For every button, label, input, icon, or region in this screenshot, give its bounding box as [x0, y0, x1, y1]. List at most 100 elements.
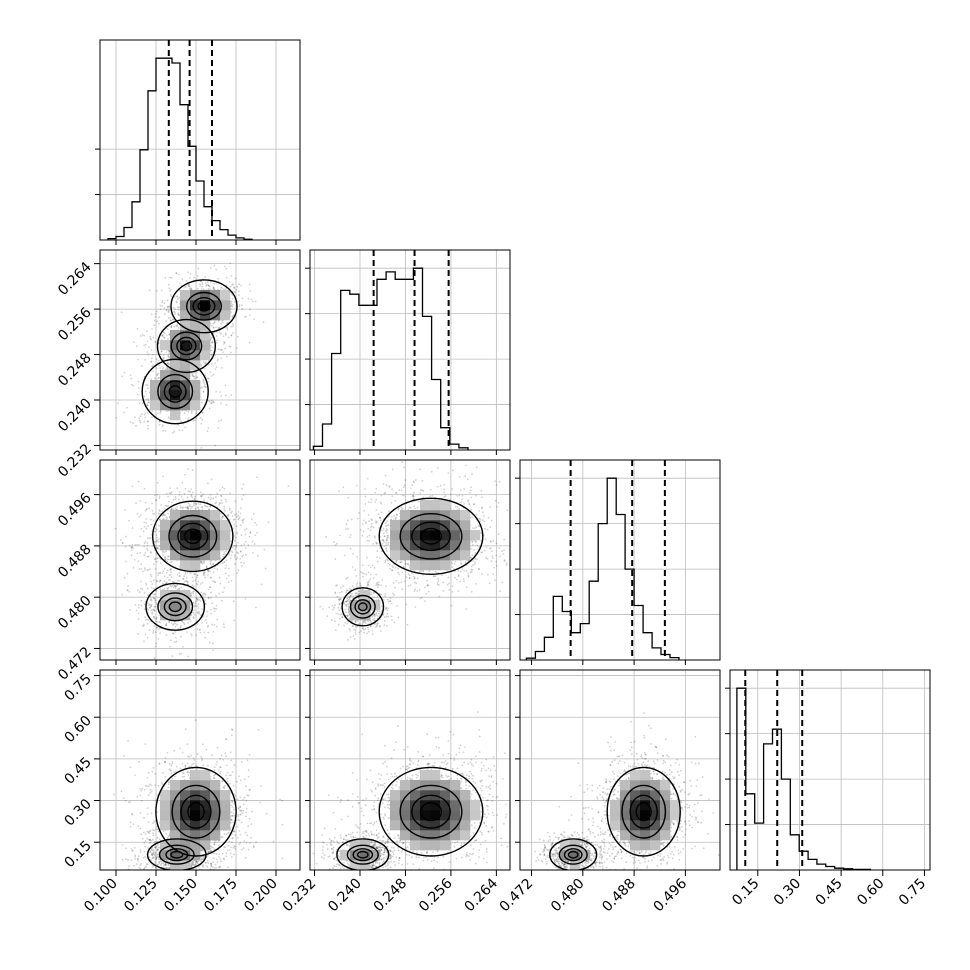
scatter-point [249, 308, 251, 311]
scatter-point [167, 362, 169, 364]
scatter-point [143, 567, 146, 570]
scatter-point [168, 492, 171, 495]
scatter-point [152, 520, 155, 522]
scatter-point [177, 326, 180, 329]
scatter-point [397, 571, 400, 574]
scatter-point [157, 547, 160, 550]
scatter-point [162, 475, 165, 478]
scatter-point [419, 468, 422, 471]
scatter-point [158, 580, 161, 583]
scatter-point [411, 495, 414, 498]
density-cell [180, 550, 191, 561]
scatter-point [206, 610, 209, 613]
scatter-point [157, 412, 159, 415]
scatter-point [147, 604, 150, 607]
scatter-point [400, 581, 403, 584]
scatter-point [193, 377, 196, 380]
scatter-point [444, 495, 447, 497]
scatter-point [517, 538, 519, 540]
scatter-point [168, 466, 170, 468]
scatter-point [173, 325, 176, 328]
scatter-point [386, 539, 388, 542]
scatter-point [144, 390, 147, 393]
scatter-point [223, 288, 225, 291]
scatter-point [488, 582, 491, 585]
scatter-point [382, 539, 385, 542]
scatter-point [160, 350, 163, 353]
scatter-point [159, 308, 162, 311]
scatter-point [136, 589, 139, 591]
scatter-point [170, 276, 173, 279]
density-cell [200, 510, 211, 521]
scatter-point [207, 631, 210, 634]
scatter-point [171, 584, 174, 587]
scatter-points [114, 468, 290, 660]
scatter-point [139, 535, 142, 538]
scatter-point [223, 561, 226, 563]
scatter-point [343, 603, 345, 605]
scatter-point [167, 355, 170, 358]
scatter-point [157, 377, 160, 380]
scatter-point [213, 320, 216, 323]
scatter-point [197, 503, 200, 505]
scatter-point [346, 599, 349, 602]
scatter-point [147, 427, 149, 430]
scatter-point [207, 399, 210, 402]
scatter-point [370, 525, 373, 528]
scatter-point [215, 268, 218, 271]
scatter-point [169, 492, 172, 494]
scatter-point [160, 351, 163, 353]
scatter-point [129, 544, 131, 547]
scatter-point [197, 506, 199, 508]
scatter-point [193, 609, 196, 612]
scatter-point [178, 587, 181, 590]
density-cell [180, 290, 191, 301]
scatter-point [208, 586, 211, 589]
scatter-point [137, 618, 140, 620]
scatter-point [197, 607, 200, 609]
scatter-point [492, 573, 494, 575]
scatter-point [230, 300, 233, 303]
scatter-point [144, 569, 146, 571]
scatter-point [166, 569, 169, 572]
scatter-point [195, 503, 198, 506]
density-cell [170, 410, 181, 421]
scatter-point [416, 577, 419, 580]
scatter-point [333, 620, 336, 623]
scatter-point [150, 378, 153, 380]
scatter-point [162, 357, 164, 360]
scatter-point [216, 618, 219, 621]
scatter-point [146, 547, 149, 550]
scatter-point [364, 488, 366, 490]
scatter-point [498, 547, 501, 549]
scatter-point [376, 560, 379, 563]
density-cell [190, 400, 201, 411]
scatter-point [240, 507, 242, 510]
scatter-point [157, 538, 159, 541]
scatter-point [190, 288, 193, 291]
scatter-point [208, 407, 211, 410]
scatter-point [143, 487, 146, 490]
scatter-point [384, 585, 387, 588]
scatter-point [209, 493, 212, 496]
scatter-point [176, 298, 179, 301]
density-cell [150, 380, 161, 391]
scatter-point [187, 655, 190, 658]
scatter-point [156, 621, 159, 623]
scatter-point [123, 576, 126, 579]
scatter-point [135, 345, 138, 347]
scatter-point [143, 344, 146, 347]
scatter-point [162, 354, 165, 357]
scatter-point [121, 593, 124, 596]
scatter-point [474, 551, 477, 554]
scatter-point [428, 570, 431, 573]
scatter-point [361, 627, 364, 630]
scatter-point [408, 576, 411, 579]
scatter-point [184, 487, 187, 490]
scatter-point [194, 507, 197, 510]
density-cell [190, 520, 201, 531]
scatter-point [175, 300, 178, 303]
scatter-point [146, 403, 149, 405]
scatter-point [465, 608, 468, 610]
scatter-point [166, 576, 169, 579]
